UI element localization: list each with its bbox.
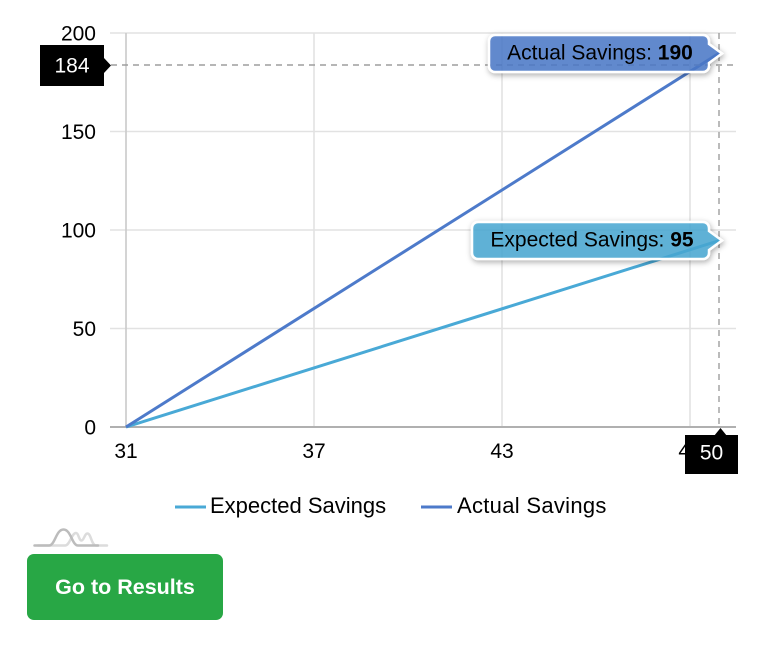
svg-text:0: 0 — [84, 417, 96, 440]
svg-text:37: 37 — [302, 440, 325, 463]
svg-text:50: 50 — [700, 442, 723, 465]
svg-text:Expected Savings: Expected Savings — [210, 493, 386, 518]
svg-text:31: 31 — [114, 440, 137, 463]
svg-text:150: 150 — [61, 121, 96, 144]
svg-text:Actual Savings: 190: Actual Savings: 190 — [507, 42, 693, 65]
svg-text:43: 43 — [490, 440, 513, 463]
svg-text:50: 50 — [73, 318, 96, 341]
svg-text:Actual Savings: Actual Savings — [457, 493, 607, 518]
svg-text:Expected Savings: 95: Expected Savings: 95 — [490, 229, 693, 252]
svg-text:184: 184 — [54, 55, 89, 78]
svg-text:100: 100 — [61, 220, 96, 243]
svg-text:200: 200 — [61, 23, 96, 46]
